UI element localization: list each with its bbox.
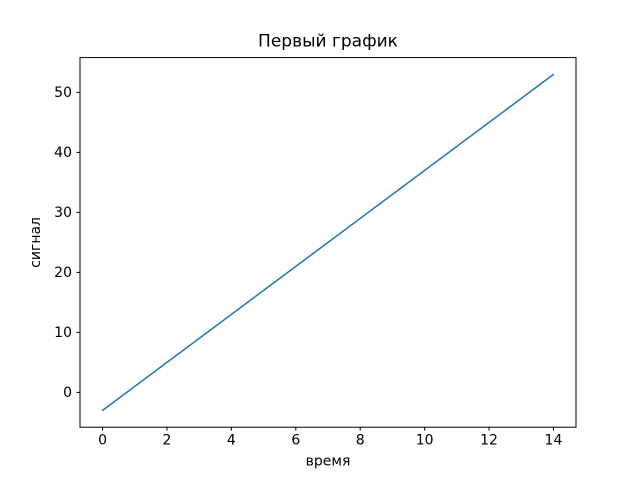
x-tick-label: 14 [545, 433, 563, 449]
x-axis-label: время [306, 454, 351, 470]
x-tick-label: 2 [163, 433, 172, 449]
x-tick-label: 6 [291, 433, 300, 449]
y-tick-label: 30 [54, 205, 72, 221]
x-tick-label: 10 [416, 433, 434, 449]
chart-title: Первый график [258, 32, 398, 52]
y-tick-label: 0 [63, 385, 72, 401]
data-line [101, 73, 555, 412]
x-tick-label: 4 [227, 433, 236, 449]
x-tick-label: 0 [98, 433, 107, 449]
y-axis-label: сигнал [28, 217, 44, 268]
x-tick-label: 12 [480, 433, 498, 449]
y-tick-label: 50 [54, 85, 72, 101]
y-tick-label: 40 [54, 145, 72, 161]
y-tick-label: 20 [54, 265, 72, 281]
y-tick-label: 10 [54, 325, 72, 341]
x-tick-label: 8 [356, 433, 365, 449]
